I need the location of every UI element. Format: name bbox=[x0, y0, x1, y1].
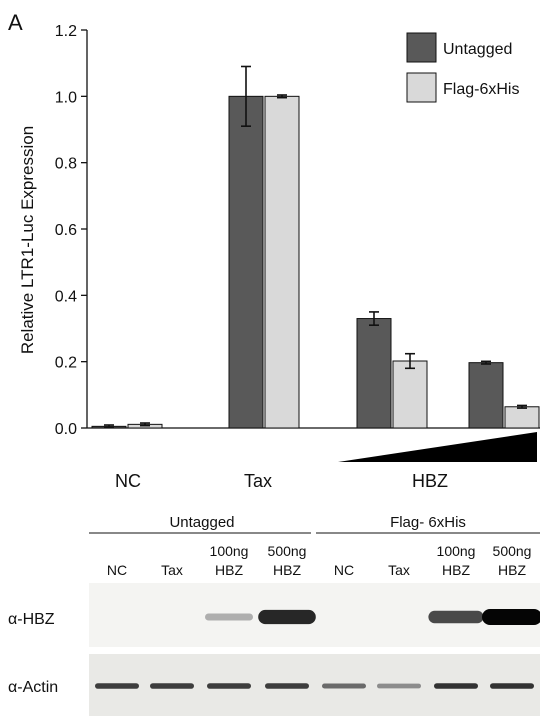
actin-band bbox=[95, 683, 139, 689]
y-tick-label: 0.2 bbox=[55, 355, 77, 372]
actin-band bbox=[434, 683, 478, 689]
legend-swatch-flag bbox=[406, 72, 437, 103]
bands-group bbox=[95, 609, 540, 689]
lane-label-amount: 100ng bbox=[210, 543, 249, 559]
actin-band bbox=[265, 683, 309, 689]
actin-band bbox=[207, 683, 251, 689]
hbz-band bbox=[258, 609, 316, 625]
lane-label-amount: 500ng bbox=[493, 543, 532, 559]
y-tick-label: 0.8 bbox=[55, 156, 77, 173]
group-label: HBZ bbox=[412, 471, 448, 491]
legend-label-flag: Flag-6xHis bbox=[443, 81, 519, 98]
hbz-band bbox=[482, 609, 540, 625]
error-bars-group bbox=[104, 65, 527, 429]
y-axis-label: Relative LTR1-Luc Expression bbox=[18, 126, 37, 354]
lane-label-name: Tax bbox=[388, 562, 410, 578]
group-label: NC bbox=[115, 471, 141, 491]
actin-band bbox=[490, 683, 534, 689]
hbz-band bbox=[428, 610, 484, 624]
blot-group-untagged: Untagged bbox=[169, 514, 234, 531]
hbz-band bbox=[205, 613, 253, 621]
bar-untagged-hbz-low bbox=[356, 318, 392, 429]
y-tick-label: 0.4 bbox=[55, 288, 77, 305]
panel-label: A bbox=[8, 10, 23, 35]
y-tick-label: 0.0 bbox=[55, 421, 77, 438]
actin-band bbox=[377, 683, 421, 689]
blot-row-label-hbz: α-HBZ bbox=[8, 611, 55, 628]
lane-label-name: HBZ bbox=[498, 562, 526, 578]
legend-label-untagged: Untagged bbox=[443, 41, 512, 58]
lane-label-name: NC bbox=[334, 562, 354, 578]
lane-label-name: HBZ bbox=[215, 562, 243, 578]
lane-label-name: HBZ bbox=[273, 562, 301, 578]
legend-swatch-untagged bbox=[406, 32, 437, 63]
blot-row-label-actin: α-Actin bbox=[8, 679, 58, 696]
blot-group-flag: Flag- 6xHis bbox=[390, 514, 466, 531]
actin-band bbox=[150, 683, 194, 689]
actin-band bbox=[322, 683, 366, 689]
y-tick-label: 0.6 bbox=[55, 222, 77, 239]
hbz-dose-wedge bbox=[338, 432, 537, 462]
lane-label-name: HBZ bbox=[442, 562, 470, 578]
y-ticks: 0.0 0.2 0.4 0.6 0.8 1.0 1.2 bbox=[55, 23, 87, 438]
bar-untagged-tax bbox=[228, 95, 264, 429]
group-labels: NC Tax HBZ bbox=[115, 471, 448, 491]
lane-label-name: Tax bbox=[161, 562, 183, 578]
lane-labels: NC Tax 100ng HBZ 500ng HBZ NC Tax 100ng HBZ 500ng H… bbox=[107, 543, 532, 578]
lane-label-amount: 100ng bbox=[437, 543, 476, 559]
lane-label-name: NC bbox=[107, 562, 127, 578]
lane-label-amount: 500ng bbox=[268, 543, 307, 559]
y-tick-label: 1.0 bbox=[55, 89, 77, 106]
bar-untagged-hbz-high bbox=[468, 362, 504, 429]
group-label: Tax bbox=[244, 471, 272, 491]
bar-flag-hbz-low bbox=[392, 360, 428, 429]
bar-flag-tax bbox=[264, 95, 300, 429]
legend: Untagged Flag-6xHis bbox=[406, 32, 519, 103]
y-tick-label: 1.2 bbox=[55, 23, 77, 40]
